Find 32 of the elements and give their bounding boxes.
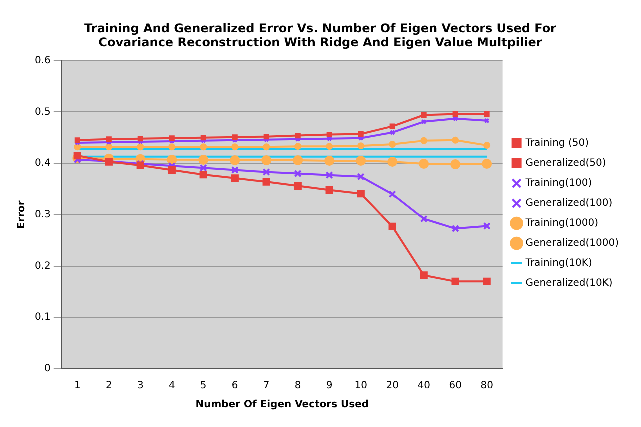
x-tick-label: 8 [294,380,302,392]
x-tick-label: 4 [168,380,176,392]
legend-label: Generalized(50) [526,158,606,170]
y-tick-label: 0.2 [34,260,51,272]
x-axis-title: Number Of Eigen Vectors Used [196,400,370,411]
x-tick-label: 80 [480,380,494,392]
y-tick-label: 0.1 [34,312,51,324]
legend-label: Generalized(10K) [526,278,613,290]
x-tick-label: 60 [449,380,462,392]
x-tick-label: 5 [200,380,207,392]
chart-title: Training And Generalized Error Vs. Number Of Eigen Vectors Used For Covariance Reconstruction With Ridge And Eigen Value Multpilier [84,21,557,50]
x-tick-label: 20 [386,380,399,392]
legend-label: Training(10K) [524,258,592,270]
y-tick-label: 0.5 [34,106,51,118]
x-tick-label: 6 [232,380,238,392]
legend-label: Generalized(1000) [526,238,620,250]
x-tick-label: 10 [354,380,368,392]
x-tick-label: 7 [263,380,270,392]
x-tick-label: 3 [137,380,144,392]
y-tick-label: 0 [44,364,51,375]
x-tick-label: 9 [326,380,333,392]
legend-label: Training(100) [524,178,592,190]
x-tick-label: 2 [106,380,112,392]
y-axis-title: Error [16,200,28,230]
x-tick-label: 40 [418,380,430,392]
y-tick-label: 0.4 [34,158,51,170]
legend-label: Training(1000) [524,218,599,230]
y-tick-label: 0.3 [34,209,51,220]
x-tick-label: 1 [74,380,81,392]
legend-label: Training (50) [524,138,590,150]
y-tick-label: 0.6 [34,55,51,66]
legend-label: Generalized(100) [526,198,613,210]
